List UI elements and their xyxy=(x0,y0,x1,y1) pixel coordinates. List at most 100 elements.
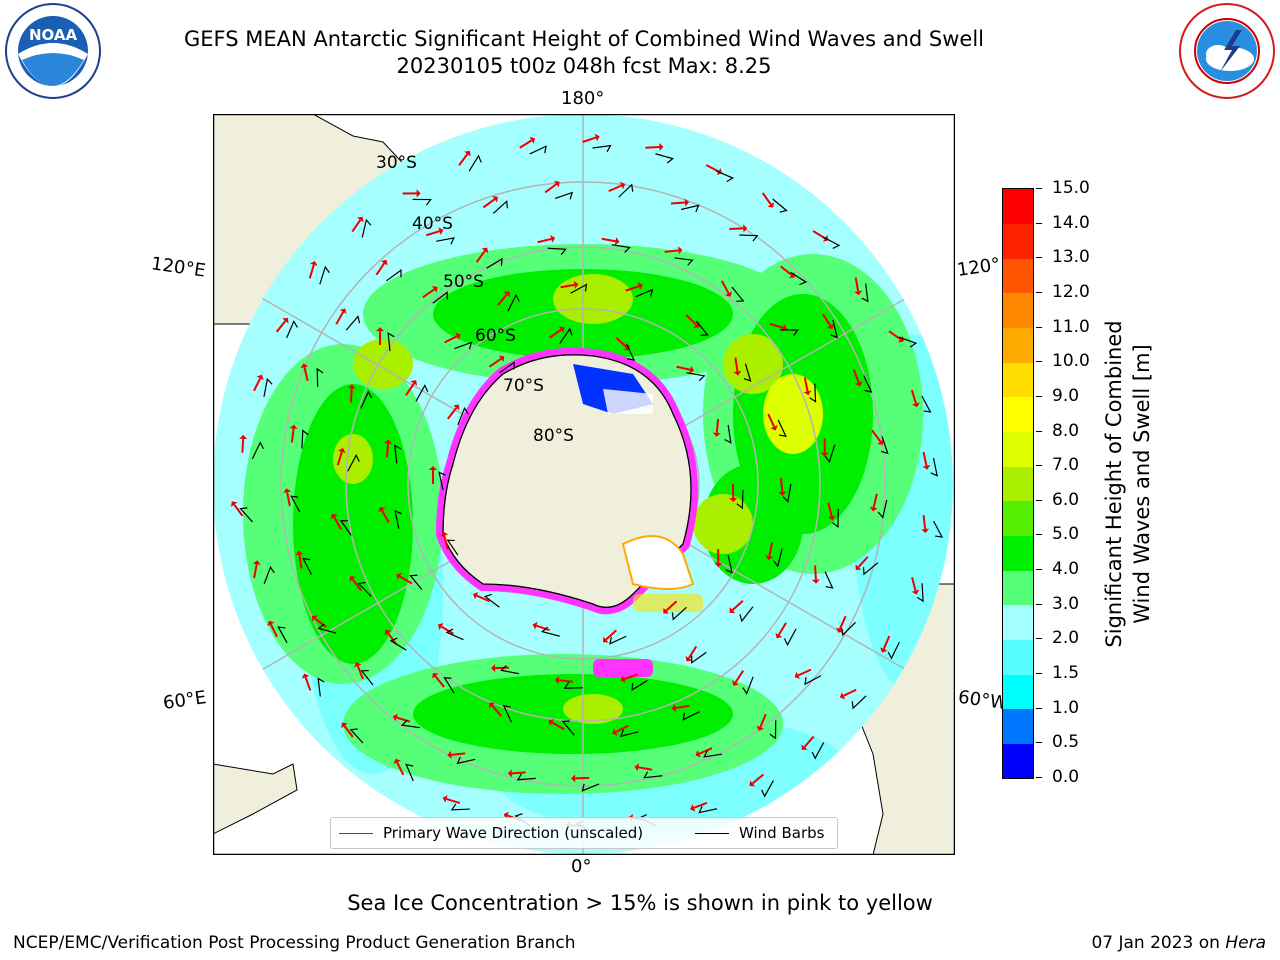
wind-barb xyxy=(263,377,273,397)
wave-arrow-head xyxy=(532,621,538,630)
colorbar-tick xyxy=(1036,777,1042,778)
wave-arrow-head xyxy=(256,374,264,381)
antarctica xyxy=(435,347,698,615)
wave-arrow-head xyxy=(820,452,829,457)
wave-arrow xyxy=(767,413,776,428)
wave-arrow-head xyxy=(558,326,565,333)
wave-arrow-head xyxy=(311,615,318,622)
wave-arrow-head xyxy=(376,327,385,332)
wind-barb xyxy=(609,635,627,645)
wave-arrow-head xyxy=(503,811,509,820)
wave-arrow-head xyxy=(612,728,618,736)
wind-barb xyxy=(861,283,869,303)
wave-arrow-head xyxy=(393,758,401,765)
wave-arrow-head xyxy=(571,774,576,783)
latitude-labels: 30°S 40°S 50°S 60°S 70°S 80°S xyxy=(376,153,574,446)
wind-barb xyxy=(500,665,520,675)
lon-label-180: 180° xyxy=(561,88,605,109)
wave-arrow-head xyxy=(637,282,643,290)
footer-date-text: 07 Jan 2023 on xyxy=(1091,933,1220,953)
wind-barb xyxy=(387,332,395,352)
wind-barb xyxy=(742,676,754,695)
colorbar-tick-label: 10.0 xyxy=(1052,351,1090,372)
wave-arrow-head xyxy=(392,713,398,722)
wave-arrow-head xyxy=(922,464,931,470)
noaa-logo-text: NOAA xyxy=(29,26,78,44)
wind-barb xyxy=(360,669,374,686)
colorbar-tick xyxy=(1036,465,1042,467)
wave-arrow xyxy=(676,365,691,371)
wave-arrow xyxy=(693,801,708,809)
colorbar-tick xyxy=(1036,499,1042,501)
colorbar-segment xyxy=(1003,604,1033,640)
wave-arrow-head xyxy=(440,531,449,537)
wave-arrow xyxy=(779,477,784,492)
wave-arrow-head xyxy=(839,692,846,700)
wave-arrow-head xyxy=(690,804,696,812)
wind-barb xyxy=(554,191,574,200)
legend-line-wave xyxy=(339,833,373,834)
wave-arrow-head xyxy=(252,560,261,565)
wave-arrow-head xyxy=(438,227,444,235)
wind-barb xyxy=(454,341,473,350)
wind-barb xyxy=(486,257,503,269)
wave-arrow-head xyxy=(378,506,386,513)
wave-arrow-head xyxy=(732,680,739,686)
wave-arrow xyxy=(910,389,917,404)
colorbar-tick-label: 0.0 xyxy=(1052,767,1080,787)
colorbar-tick xyxy=(1036,361,1042,363)
wave-arrow xyxy=(544,183,557,194)
wind-barb xyxy=(625,343,636,361)
wave-arrow xyxy=(843,688,857,697)
colorbar-tick-label: 5.0 xyxy=(1052,524,1080,545)
wave-arrow xyxy=(396,716,411,723)
wind-barb xyxy=(445,628,464,641)
wave-arrow-head xyxy=(775,632,783,639)
wave-arrow xyxy=(482,198,496,209)
wave-arrow xyxy=(491,704,503,717)
wind-barb xyxy=(277,626,288,644)
footer-machine: Hera xyxy=(1225,933,1266,953)
wave-arrow-head xyxy=(801,744,808,751)
wave-arrow xyxy=(797,668,812,677)
wind-barb xyxy=(251,441,265,460)
wind-barb xyxy=(360,390,373,409)
wave-arrow-head xyxy=(295,550,304,556)
wave-arrow-head xyxy=(712,432,721,437)
wave-arrow xyxy=(375,262,386,276)
wave-arrow xyxy=(705,164,720,173)
wave-arrow xyxy=(308,264,315,279)
wave-arrow xyxy=(286,492,291,507)
wave-arrow xyxy=(751,773,765,785)
wave-arrow-head xyxy=(854,290,863,296)
wave-arrow xyxy=(476,594,490,603)
wave-arrow-head xyxy=(827,323,834,330)
colorbar-tick-label: 4.0 xyxy=(1052,559,1080,580)
lon-label-120w: 120° xyxy=(955,254,1002,281)
wave-arrow xyxy=(922,515,927,530)
wave-arrow-head xyxy=(550,235,556,243)
wave-arrow-head xyxy=(357,216,364,223)
colorbar-segment xyxy=(1003,223,1033,259)
colorbar-tick-label: 12.0 xyxy=(1052,281,1090,302)
wave-arrow xyxy=(687,645,698,659)
wave-arrow-head xyxy=(239,434,248,440)
wind-barb xyxy=(811,742,825,760)
chart-subtitle: 20230105 t00z 048h fcst Max: 8.25 xyxy=(396,54,772,78)
wave-arrow xyxy=(645,146,660,149)
wave-arrow xyxy=(731,600,744,611)
wave-arrow xyxy=(497,293,508,306)
wave-arrow xyxy=(664,249,679,253)
wave-arrow xyxy=(670,201,686,205)
wind-barb xyxy=(619,729,639,738)
wind-barb xyxy=(319,265,330,285)
wave-arrow xyxy=(444,335,458,344)
wind-barb xyxy=(916,583,924,603)
wave-arrow-head xyxy=(729,497,738,502)
wave-arrow xyxy=(827,502,833,517)
lat-label-80s: 80°S xyxy=(533,426,574,446)
wind-barb xyxy=(698,805,718,814)
wave-arrow-head xyxy=(548,718,554,726)
lon-label-0: 0° xyxy=(571,856,592,877)
wind-barb xyxy=(863,375,873,393)
